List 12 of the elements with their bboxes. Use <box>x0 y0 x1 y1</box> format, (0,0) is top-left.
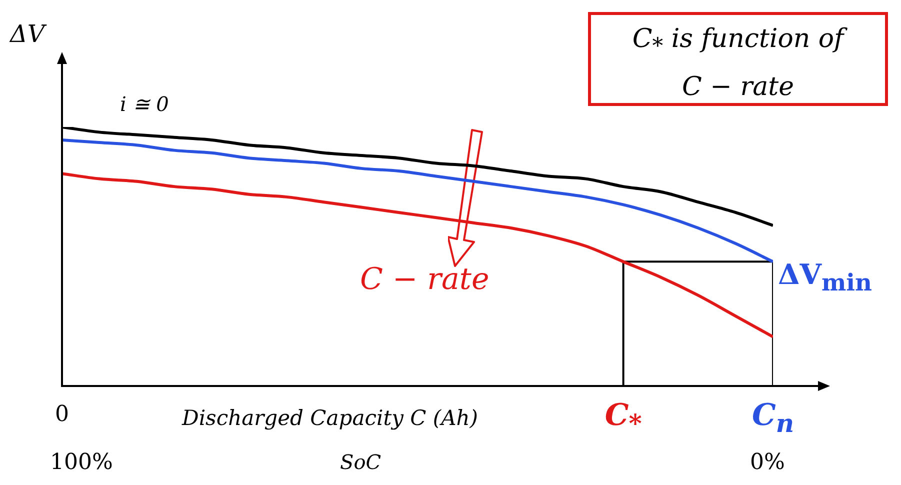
x-tick-label: C$_{n}$ <box>750 398 796 438</box>
y-axis-title: ΔV <box>10 20 45 48</box>
text: C$_{*}$ is function of C − rate <box>588 12 888 106</box>
text: SoC <box>340 450 382 474</box>
annotation: C − rate <box>360 262 490 297</box>
text: i ≅ 0 <box>120 92 169 116</box>
x-tick-label: 0 <box>54 402 70 427</box>
text: 0% <box>750 450 785 475</box>
x-axis-title: Discharged Capacity C (Ah) <box>182 406 478 430</box>
x-tick-label: C$_{*}$ <box>604 398 643 438</box>
text: 100% <box>50 450 113 475</box>
annotation: ΔV$_{min}$ <box>778 258 872 297</box>
